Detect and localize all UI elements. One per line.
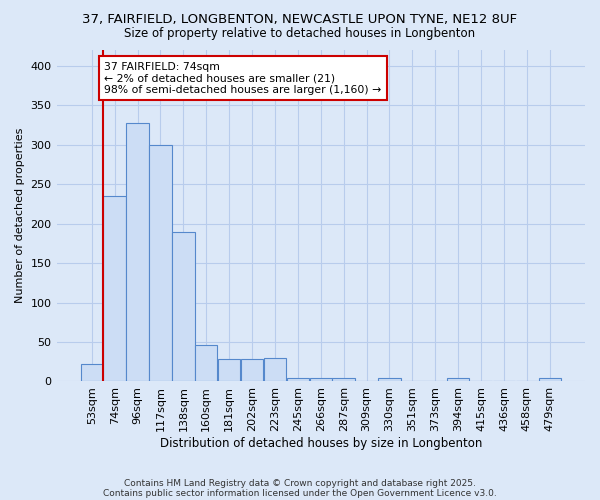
Bar (264, 358, 286, 382)
Bar (80, 364, 103, 382)
Bar (332, 378, 355, 382)
Text: Size of property relative to detached houses in Longbenton: Size of property relative to detached ho… (124, 28, 476, 40)
Bar (127, 122, 149, 382)
Y-axis label: Number of detached properties: Number of detached properties (15, 128, 25, 304)
Bar (103, 196, 126, 382)
Bar (378, 378, 401, 382)
Text: 37, FAIRFIELD, LONGBENTON, NEWCASTLE UPON TYNE, NE12 8UF: 37, FAIRFIELD, LONGBENTON, NEWCASTLE UPO… (82, 12, 518, 26)
Bar (172, 232, 194, 382)
Text: Contains public sector information licensed under the Open Government Licence v3: Contains public sector information licen… (103, 488, 497, 498)
Bar (241, 360, 263, 382)
Bar (149, 144, 172, 382)
Bar (195, 345, 217, 382)
X-axis label: Distribution of detached houses by size in Longbenton: Distribution of detached houses by size … (160, 437, 482, 450)
Bar (310, 378, 332, 382)
Bar (447, 378, 469, 382)
Bar (287, 378, 309, 382)
Bar (218, 360, 241, 382)
Bar (539, 378, 561, 382)
Text: 37 FAIRFIELD: 74sqm
← 2% of detached houses are smaller (21)
98% of semi-detache: 37 FAIRFIELD: 74sqm ← 2% of detached hou… (104, 62, 382, 95)
Text: Contains HM Land Registry data © Crown copyright and database right 2025.: Contains HM Land Registry data © Crown c… (124, 478, 476, 488)
